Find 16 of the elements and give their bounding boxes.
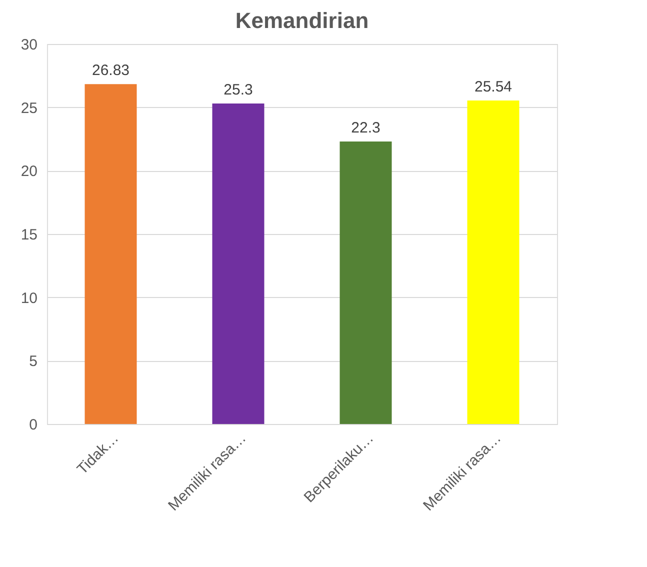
data-label: 25.3 [224, 82, 253, 99]
data-label: 22.3 [351, 120, 380, 137]
y-tick-label: 15 [20, 226, 38, 244]
chart-title: Kemandirian [235, 8, 369, 33]
data-label: 25.54 [474, 78, 512, 96]
bar [84, 84, 137, 424]
y-tick-label: 10 [20, 290, 38, 307]
y-tick-label: 30 [20, 36, 38, 54]
bar [212, 104, 264, 424]
y-tick-label: 5 [29, 353, 38, 370]
y-tick-label: 25 [20, 100, 38, 117]
bar [467, 100, 520, 424]
data-label: 26.83 [92, 62, 130, 80]
bar [340, 142, 392, 424]
y-tick-label: 20 [20, 163, 38, 180]
y-tick-label: 0 [29, 416, 38, 434]
